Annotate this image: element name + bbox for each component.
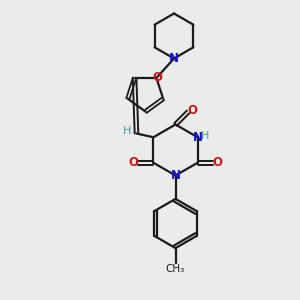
Text: O: O [212, 156, 222, 169]
Text: N: N [169, 52, 179, 65]
Text: O: O [187, 104, 197, 117]
Text: N: N [170, 169, 181, 182]
Text: O: O [152, 71, 162, 85]
Text: CH₃: CH₃ [166, 263, 185, 274]
Text: O: O [129, 156, 139, 169]
Text: H: H [201, 131, 209, 141]
Text: N: N [193, 131, 202, 144]
Text: H: H [123, 126, 131, 136]
